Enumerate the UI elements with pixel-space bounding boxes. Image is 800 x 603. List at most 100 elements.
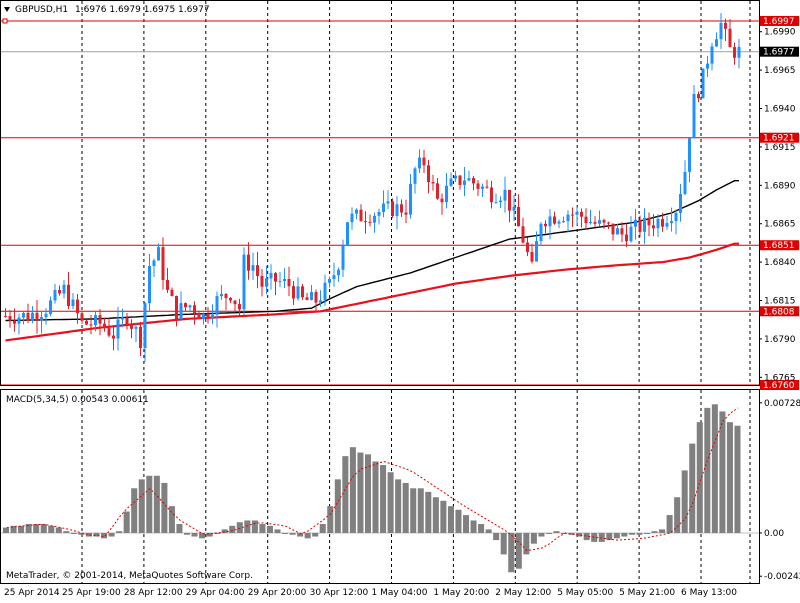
candle-body bbox=[404, 212, 408, 215]
candle-body bbox=[121, 317, 124, 320]
price-tick-label: 1.6765 bbox=[764, 373, 796, 383]
candle-body bbox=[679, 193, 682, 214]
candle-body bbox=[350, 213, 354, 223]
candle-body bbox=[647, 217, 651, 226]
candle-body bbox=[526, 242, 529, 253]
candle-body bbox=[499, 200, 502, 203]
candle-body bbox=[494, 202, 498, 204]
macd-histogram-bar bbox=[63, 531, 70, 533]
candle-body bbox=[328, 279, 331, 283]
macd-histogram-bar bbox=[606, 532, 613, 541]
candle-body bbox=[152, 260, 156, 266]
candle-body bbox=[40, 317, 43, 321]
time-axis-label: 5 May 21:00 bbox=[619, 588, 675, 598]
macd-histogram-bar bbox=[199, 532, 206, 539]
candle-body bbox=[260, 275, 264, 287]
candle-body bbox=[301, 286, 304, 298]
macd-histogram-bar bbox=[168, 506, 175, 533]
candle-body bbox=[58, 290, 61, 294]
candle-body bbox=[197, 313, 201, 319]
time-axis-label: 6 May 13:00 bbox=[681, 588, 737, 598]
candle-body bbox=[719, 22, 723, 40]
candle-body bbox=[445, 185, 448, 203]
macd-histogram-bar bbox=[138, 479, 145, 533]
candle-body bbox=[602, 220, 606, 223]
macd-histogram-bar bbox=[259, 524, 266, 533]
candle-body bbox=[539, 223, 543, 242]
level-tag bbox=[760, 15, 799, 26]
copyright-text: MetaTrader, © 2001-2014, MetaQuotes Soft… bbox=[6, 571, 253, 581]
bid-price-tag bbox=[760, 46, 799, 57]
macd-histogram-bar bbox=[417, 488, 424, 533]
candle-body bbox=[643, 217, 646, 232]
level-tag bbox=[760, 380, 799, 390]
candle-body bbox=[188, 305, 192, 308]
macd-histogram-bar bbox=[304, 532, 311, 539]
candle-body bbox=[553, 216, 556, 224]
triangle-down-icon[interactable] bbox=[4, 7, 10, 12]
macd-signal-line bbox=[6, 407, 739, 552]
macd-histogram-bar bbox=[515, 532, 522, 569]
candle-body bbox=[337, 269, 340, 276]
macd-histogram-bar bbox=[432, 497, 439, 533]
macd-histogram-bar bbox=[583, 532, 590, 541]
indicator-panel-border bbox=[0, 389, 760, 584]
candle-body bbox=[733, 47, 736, 58]
macd-histogram-bar bbox=[282, 532, 289, 534]
candle-body bbox=[31, 312, 34, 321]
macd-histogram-bar bbox=[342, 456, 349, 533]
macd-histogram-bar bbox=[116, 531, 123, 533]
macd-histogram-bar bbox=[176, 524, 183, 533]
candle-body bbox=[418, 157, 421, 169]
macd-tick-label: 0.00 bbox=[764, 529, 784, 539]
level-tag bbox=[760, 240, 799, 251]
fast-moving-average-line bbox=[5, 180, 739, 322]
candle-body bbox=[382, 203, 385, 212]
candle-body bbox=[319, 300, 322, 303]
time-axis-label: 25 Apr 19:00 bbox=[62, 588, 121, 598]
candle-body bbox=[134, 326, 138, 329]
macd-histogram-bar bbox=[651, 531, 658, 533]
macd-histogram-bar bbox=[327, 506, 334, 533]
candle-body bbox=[62, 284, 66, 294]
macd-histogram-bar bbox=[236, 522, 243, 533]
candle-body bbox=[431, 182, 435, 184]
candle-body bbox=[233, 300, 237, 305]
level-anchor-handle[interactable] bbox=[2, 18, 8, 24]
macd-histogram-bar bbox=[33, 524, 40, 533]
candle-body bbox=[224, 293, 228, 298]
candle-body bbox=[544, 223, 547, 227]
candle-body bbox=[710, 46, 714, 64]
price-panel-border bbox=[0, 0, 760, 386]
macd-histogram-bar bbox=[214, 532, 221, 534]
time-axis-label: 29 Apr 04:00 bbox=[186, 588, 245, 598]
macd-histogram-bar bbox=[10, 525, 17, 533]
macd-histogram-bar bbox=[70, 532, 77, 534]
macd-histogram-bar bbox=[380, 465, 387, 533]
candle-body bbox=[400, 204, 403, 213]
candle-body bbox=[242, 254, 246, 310]
macd-histogram-bar bbox=[266, 525, 273, 533]
candle-body bbox=[175, 295, 178, 319]
symbol-timeframe-label: GBPUSD,H1 bbox=[15, 5, 68, 15]
macd-histogram-bar bbox=[523, 532, 530, 555]
candle-body bbox=[17, 317, 21, 324]
candle-body bbox=[238, 304, 241, 310]
candle-body bbox=[49, 300, 52, 314]
candle-body bbox=[508, 189, 511, 211]
macd-histogram-bar bbox=[131, 488, 138, 533]
candle-body bbox=[80, 313, 84, 321]
candle-body bbox=[476, 183, 480, 189]
price-tick-label: 1.6915 bbox=[764, 143, 796, 153]
candle-body bbox=[193, 305, 196, 314]
level-tag-label: 1.6808 bbox=[763, 307, 795, 317]
candle-body bbox=[157, 247, 160, 261]
time-axis-label: 28 Apr 12:00 bbox=[124, 588, 183, 598]
candle-body bbox=[629, 226, 633, 242]
macd-histogram-bar bbox=[726, 422, 733, 533]
candle-body bbox=[220, 293, 223, 297]
candle-body bbox=[611, 223, 615, 235]
candle-body bbox=[143, 303, 147, 349]
